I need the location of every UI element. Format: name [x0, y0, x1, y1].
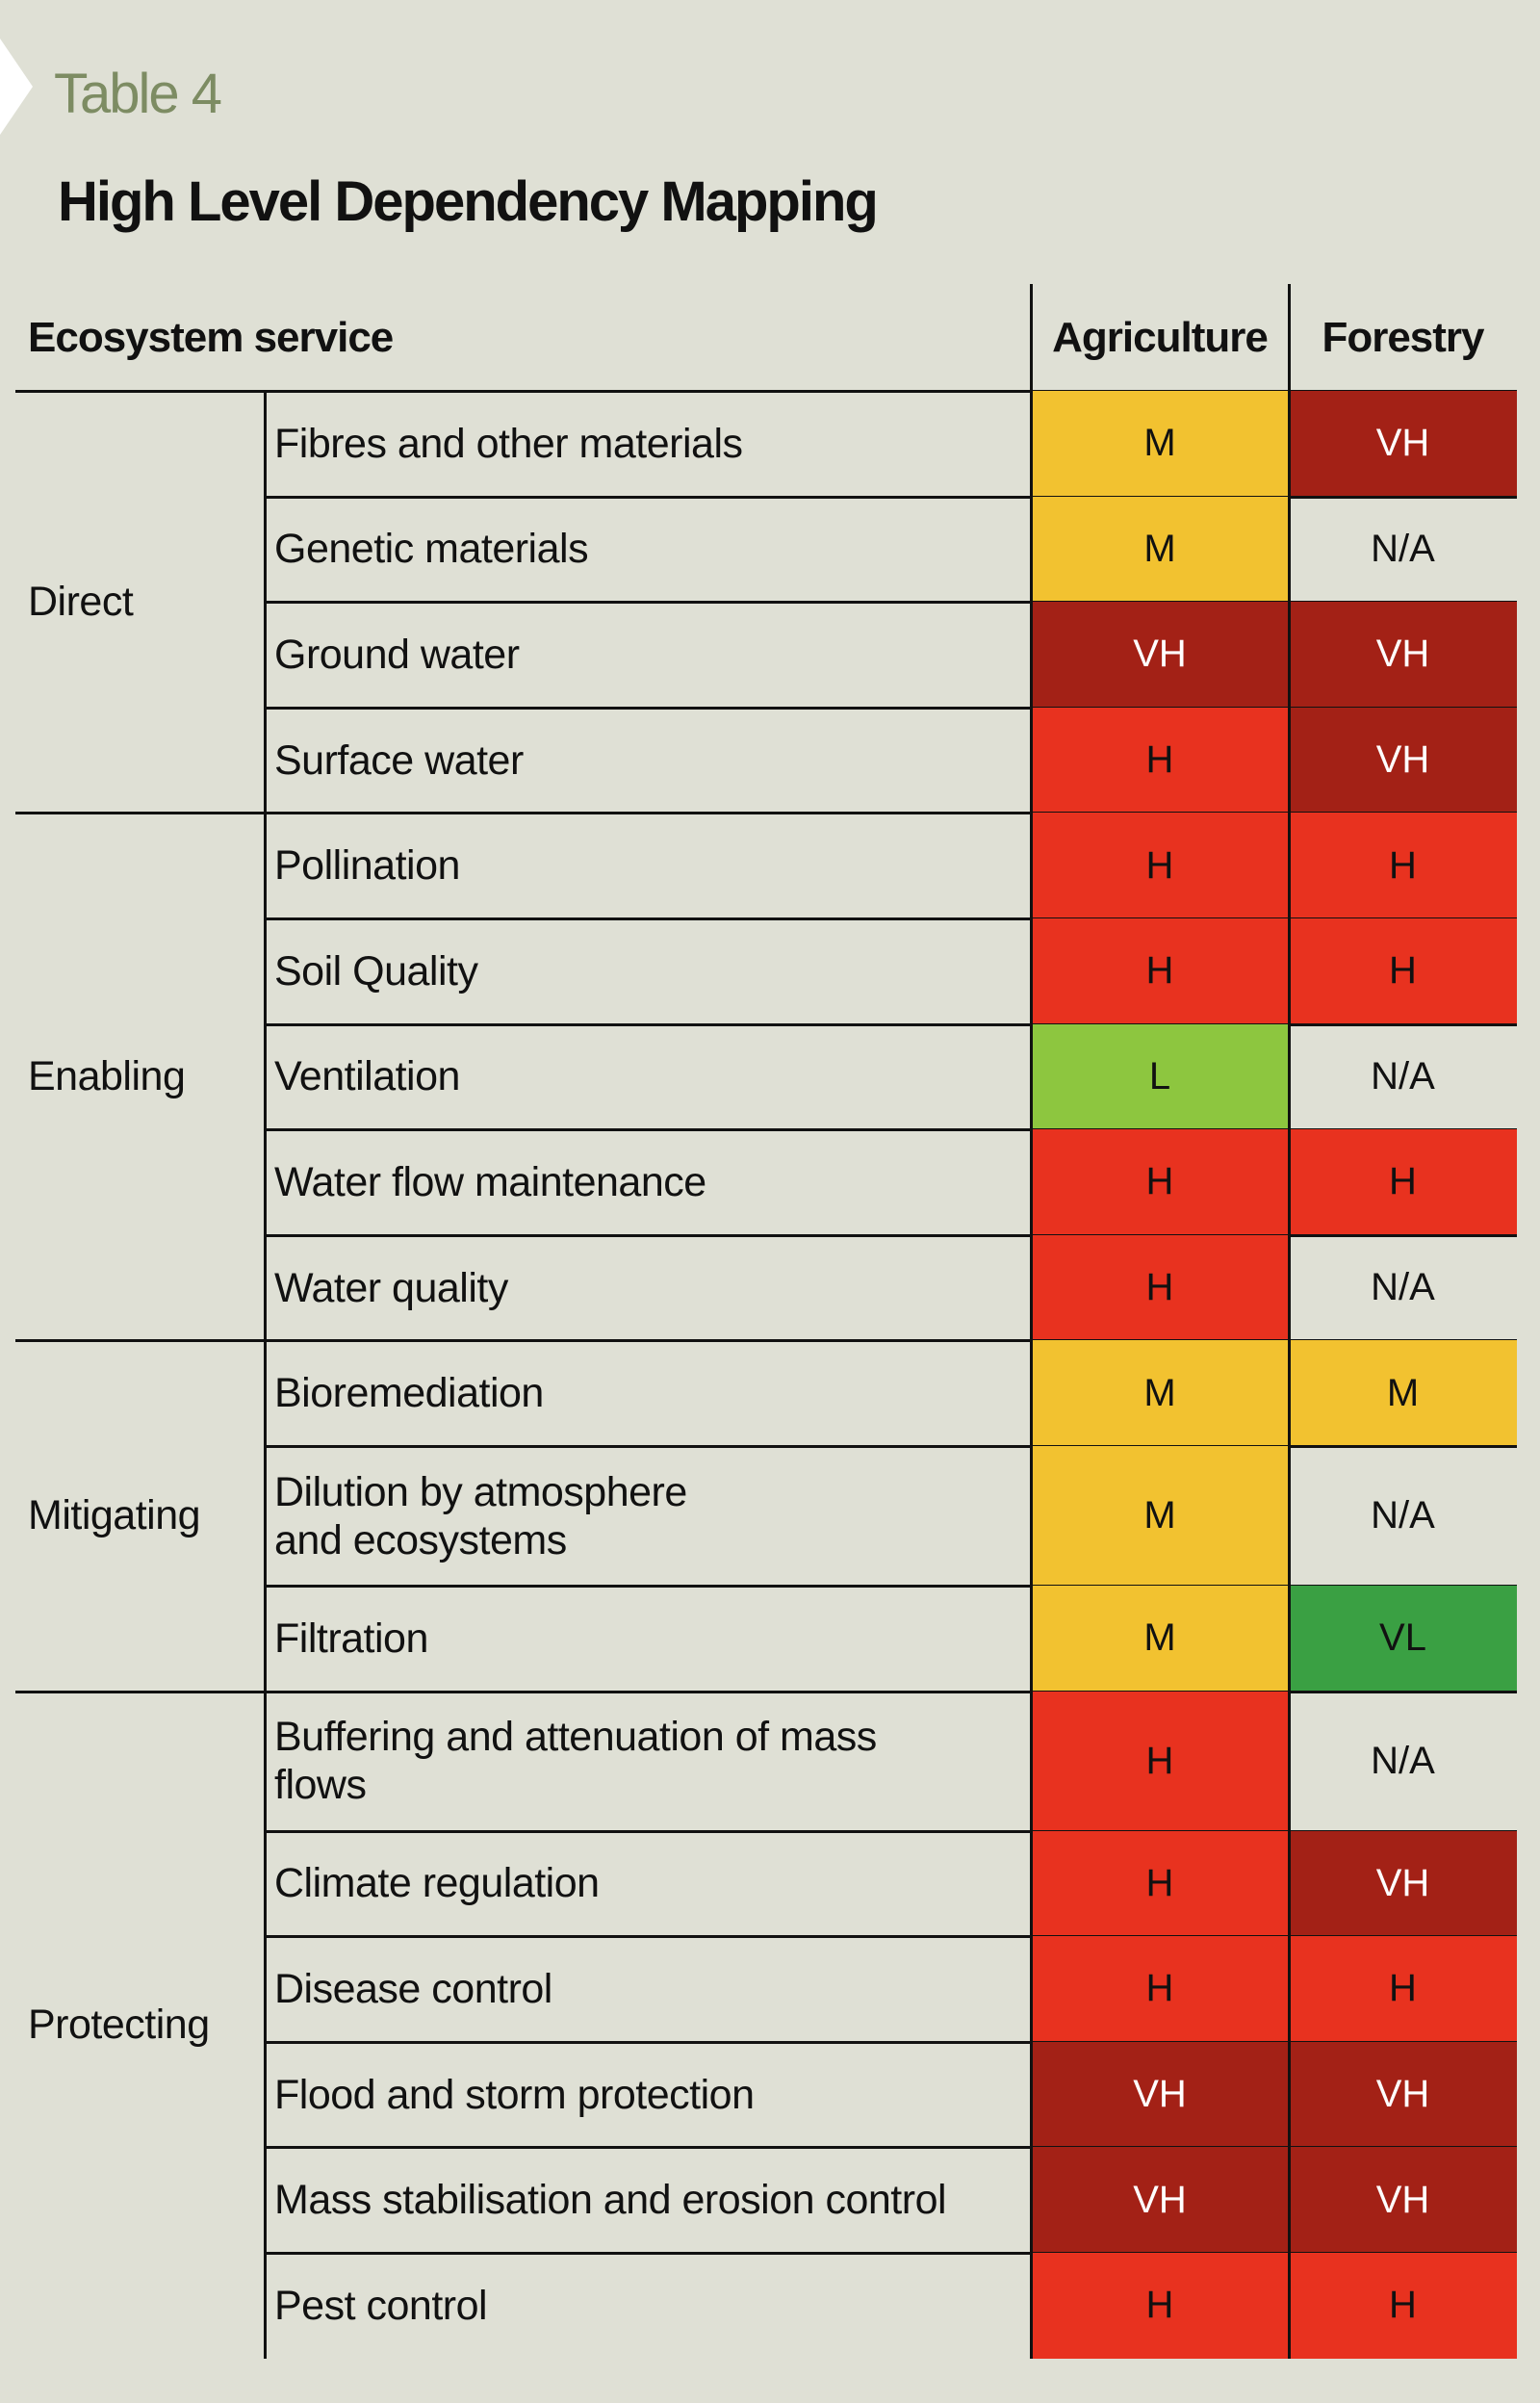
service-cell: Filtration [274, 1615, 428, 1662]
service-cell: Fibres and other materials [274, 420, 743, 467]
rule [265, 1829, 1517, 1833]
rating-cell: M [1031, 1586, 1289, 1692]
rule [265, 601, 1517, 605]
rating-cell: N/A [1371, 1494, 1435, 1537]
service-cell: Pollination [274, 842, 460, 890]
rating-cell: VH [1031, 602, 1289, 708]
rating-cell: M [1031, 496, 1289, 603]
table-title: High Level Dependency Mapping [58, 170, 879, 233]
rule [265, 1935, 1517, 1939]
rating-cell: N/A [1371, 1739, 1435, 1782]
service-cell: Ground water [274, 631, 520, 678]
rating-cell: L [1031, 1023, 1289, 1130]
rating-cell: H [1031, 1691, 1289, 1831]
rating-cell: VL [1289, 1586, 1517, 1692]
service-cell: Surface water [274, 736, 524, 784]
rating-cell: VH [1289, 2147, 1517, 2253]
rating-cell: N/A [1371, 527, 1435, 570]
rating-cell: VH [1289, 391, 1517, 497]
rule [15, 1339, 1517, 1343]
rating-cell: H [1289, 1129, 1517, 1235]
rating-cell: N/A [1371, 1054, 1435, 1098]
service-cell: Dilution by atmosphere and ecosystems [274, 1468, 687, 1563]
rule [15, 390, 1517, 393]
rating-cell: M [1031, 391, 1289, 497]
header-cell: Agriculture [1052, 313, 1269, 361]
rule [265, 1445, 1517, 1448]
rating-cell: H [1031, 1830, 1289, 1937]
group-cell: Direct [28, 579, 134, 626]
service-cell: Flood and storm protection [274, 2071, 755, 2118]
service-cell: Water flow maintenance [274, 1158, 706, 1205]
rating-cell: H [1289, 2253, 1517, 2359]
rule [1030, 284, 1033, 2359]
rating-cell: VH [1289, 2041, 1517, 2148]
service-cell: Ventilation [274, 1053, 460, 1100]
rule [265, 1128, 1517, 1132]
service-cell: Genetic materials [274, 526, 589, 573]
rating-cell: VH [1289, 602, 1517, 708]
rating-cell: H [1031, 813, 1289, 918]
rule [265, 495, 1517, 499]
service-cell: Buffering and attenuation of mass flows [274, 1714, 877, 1809]
group-cell: Mitigating [28, 1492, 201, 1539]
rule [265, 1233, 1517, 1237]
rating-cell: VH [1031, 2147, 1289, 2253]
rating-cell: H [1031, 707, 1289, 814]
service-cell: Climate regulation [274, 1860, 600, 1907]
service-cell: Bioremediation [274, 1370, 544, 1417]
service-cell: Water quality [274, 1264, 508, 1311]
rating-cell: H [1031, 1936, 1289, 2042]
rating-cell: M [1031, 1446, 1289, 1586]
rule [265, 706, 1517, 710]
header-cell: Forestry [1322, 313, 1484, 361]
group-cell: Enabling [28, 1053, 186, 1100]
rule [265, 917, 1517, 920]
group-cell: Protecting [28, 2002, 210, 2049]
service-cell: Mass stabilisation and erosion control [274, 2177, 947, 2224]
rule [265, 2040, 1517, 2044]
rating-cell: H [1031, 2253, 1289, 2359]
rule [15, 812, 1517, 815]
service-cell: Soil Quality [274, 947, 478, 995]
rating-cell: M [1289, 1340, 1517, 1446]
rule [265, 1585, 1517, 1588]
rating-cell: H [1289, 918, 1517, 1024]
rule [15, 1690, 1517, 1693]
rating-cell: N/A [1371, 1266, 1435, 1309]
rule [265, 2252, 1517, 2255]
rating-cell: VH [1031, 2041, 1289, 2148]
rating-cell: VH [1289, 707, 1517, 814]
rating-cell: M [1031, 1340, 1289, 1446]
rule [264, 391, 267, 2359]
rating-cell: H [1031, 1234, 1289, 1341]
rule [1288, 284, 1291, 2359]
header-cell: Ecosystem service [28, 313, 394, 361]
service-cell: Disease control [274, 1965, 552, 2012]
table-label: Table 4 [54, 63, 222, 125]
notch [0, 39, 33, 135]
rating-cell: VH [1289, 1830, 1517, 1937]
rule [265, 1022, 1517, 1026]
rating-cell: H [1289, 1936, 1517, 2042]
rule [265, 2146, 1517, 2150]
service-cell: Pest control [274, 2282, 488, 2329]
rating-cell: H [1031, 918, 1289, 1024]
rating-cell: H [1031, 1129, 1289, 1235]
rating-cell: H [1289, 813, 1517, 918]
